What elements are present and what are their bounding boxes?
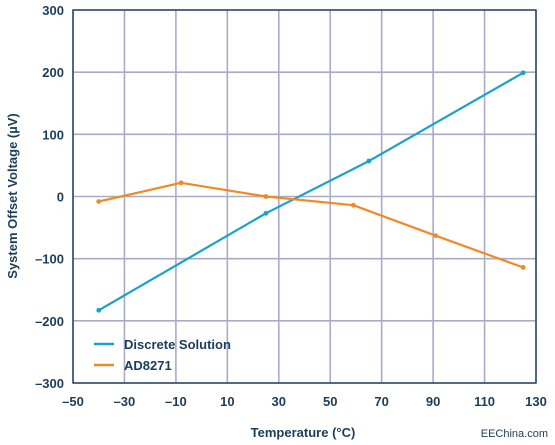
y-tick-label: –100 <box>35 252 64 267</box>
y-tick-label: 200 <box>42 65 64 80</box>
data-point-discrete-solution <box>96 307 102 313</box>
y-tick-label: 300 <box>42 3 64 18</box>
series-line-discrete-solution <box>98 71 524 312</box>
y-axis: 300 200 100 0 –100 –200 –300 <box>35 3 64 391</box>
data-point-ad8271 <box>96 199 102 204</box>
data-point-discrete-solution <box>366 158 372 164</box>
data-point-ad8271 <box>178 180 184 186</box>
watermark: EEChina.com <box>481 428 548 440</box>
series-layer <box>96 70 526 313</box>
series-line-ad8271 <box>98 181 524 269</box>
x-axis-title: Temperature (°C) <box>251 425 356 440</box>
data-point-ad8271 <box>350 202 356 208</box>
y-tick-label: 0 <box>57 190 64 205</box>
y-axis-title: System Offset Voltage (µV) <box>5 113 20 278</box>
x-tick-label: 10 <box>220 394 234 409</box>
x-tick-label: –30 <box>114 394 136 409</box>
x-tick-label: 110 <box>474 394 495 409</box>
data-point-discrete-solution <box>263 210 269 216</box>
y-tick-label: 100 <box>42 127 64 142</box>
x-tick-label: 90 <box>426 394 440 409</box>
y-tick-label: –300 <box>35 376 64 391</box>
legend: Discrete Solution AD8271 <box>94 337 231 373</box>
legend-label-discrete-solution: Discrete Solution <box>124 337 231 352</box>
x-tick-label: 70 <box>374 394 388 409</box>
plot-frame <box>72 9 537 384</box>
data-point-ad8271 <box>433 233 439 239</box>
x-tick-label: 130 <box>525 394 547 409</box>
x-tick-label: –10 <box>165 394 187 409</box>
grid <box>72 9 537 384</box>
y-tick-label: –200 <box>35 314 64 329</box>
x-tick-label: 30 <box>272 394 286 409</box>
plot-border <box>72 9 537 384</box>
x-tick-label: 50 <box>323 394 337 409</box>
x-axis: –50 –30 –10 10 30 50 70 90 110 130 <box>62 394 547 409</box>
data-point-ad8271 <box>263 194 269 199</box>
data-point-ad8271 <box>520 264 526 270</box>
x-tick-label: –50 <box>62 394 84 409</box>
data-point-discrete-solution <box>520 70 526 76</box>
legend-label-ad8271: AD8271 <box>124 358 172 373</box>
